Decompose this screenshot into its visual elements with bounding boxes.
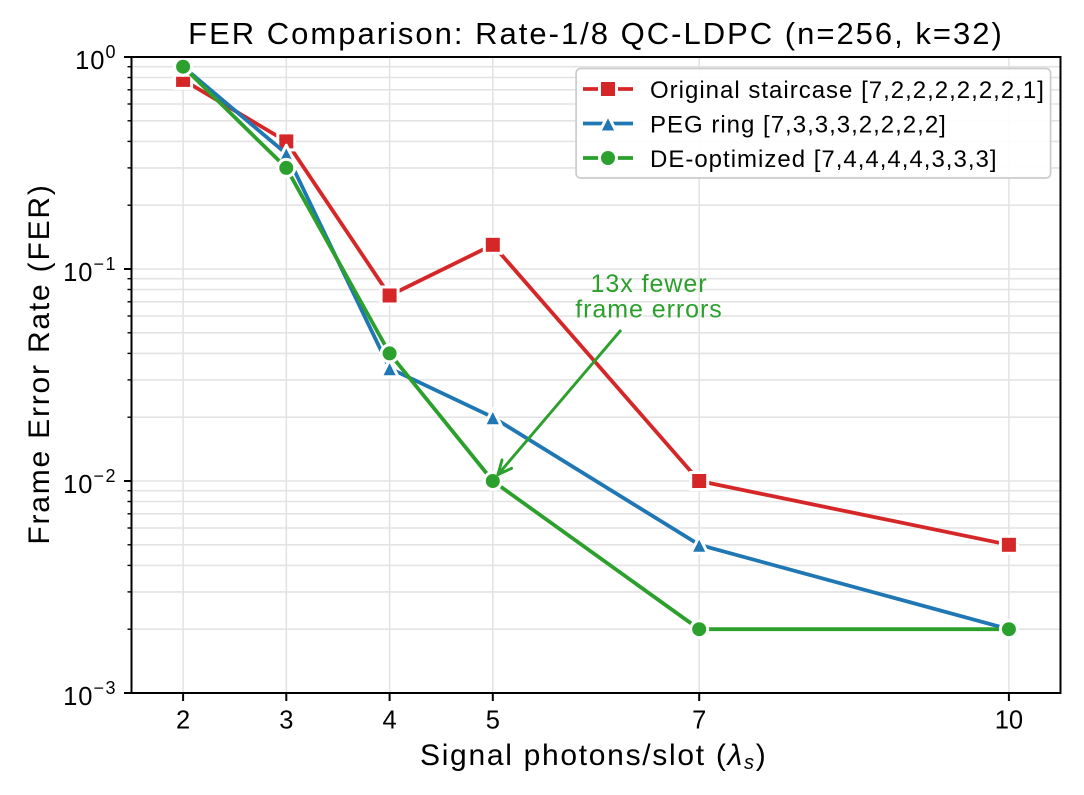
svg-text:3: 3 bbox=[279, 707, 293, 735]
svg-text:FER Comparison: Rate-1/8 QC-LD: FER Comparison: Rate-1/8 QC-LDPC (n=256,… bbox=[188, 16, 1004, 51]
svg-text:PEG ring [7,3,3,3,2,2,2,2]: PEG ring [7,3,3,3,2,2,2,2] bbox=[650, 111, 947, 138]
svg-text:10: 10 bbox=[995, 707, 1023, 735]
svg-text:13x fewer: 13x fewer bbox=[591, 270, 708, 298]
svg-text:7: 7 bbox=[692, 707, 706, 735]
svg-text:100: 100 bbox=[75, 42, 117, 75]
svg-text:5: 5 bbox=[486, 707, 500, 735]
svg-text:Signal photons/slot (λs): Signal photons/slot (λs) bbox=[420, 739, 767, 774]
svg-text:Frame Error Rate (FER): Frame Error Rate (FER) bbox=[23, 183, 56, 544]
svg-text:Original staircase [7,2,2,2,2,: Original staircase [7,2,2,2,2,2,2,1] bbox=[650, 77, 1045, 104]
svg-text:2: 2 bbox=[176, 707, 190, 735]
svg-text:frame errors: frame errors bbox=[575, 296, 723, 324]
svg-text:4: 4 bbox=[383, 707, 397, 735]
svg-text:DE-optimized [7,4,4,4,4,3,3,3]: DE-optimized [7,4,4,4,4,3,3,3] bbox=[650, 146, 998, 173]
svg-text:10−1: 10−1 bbox=[63, 254, 117, 287]
